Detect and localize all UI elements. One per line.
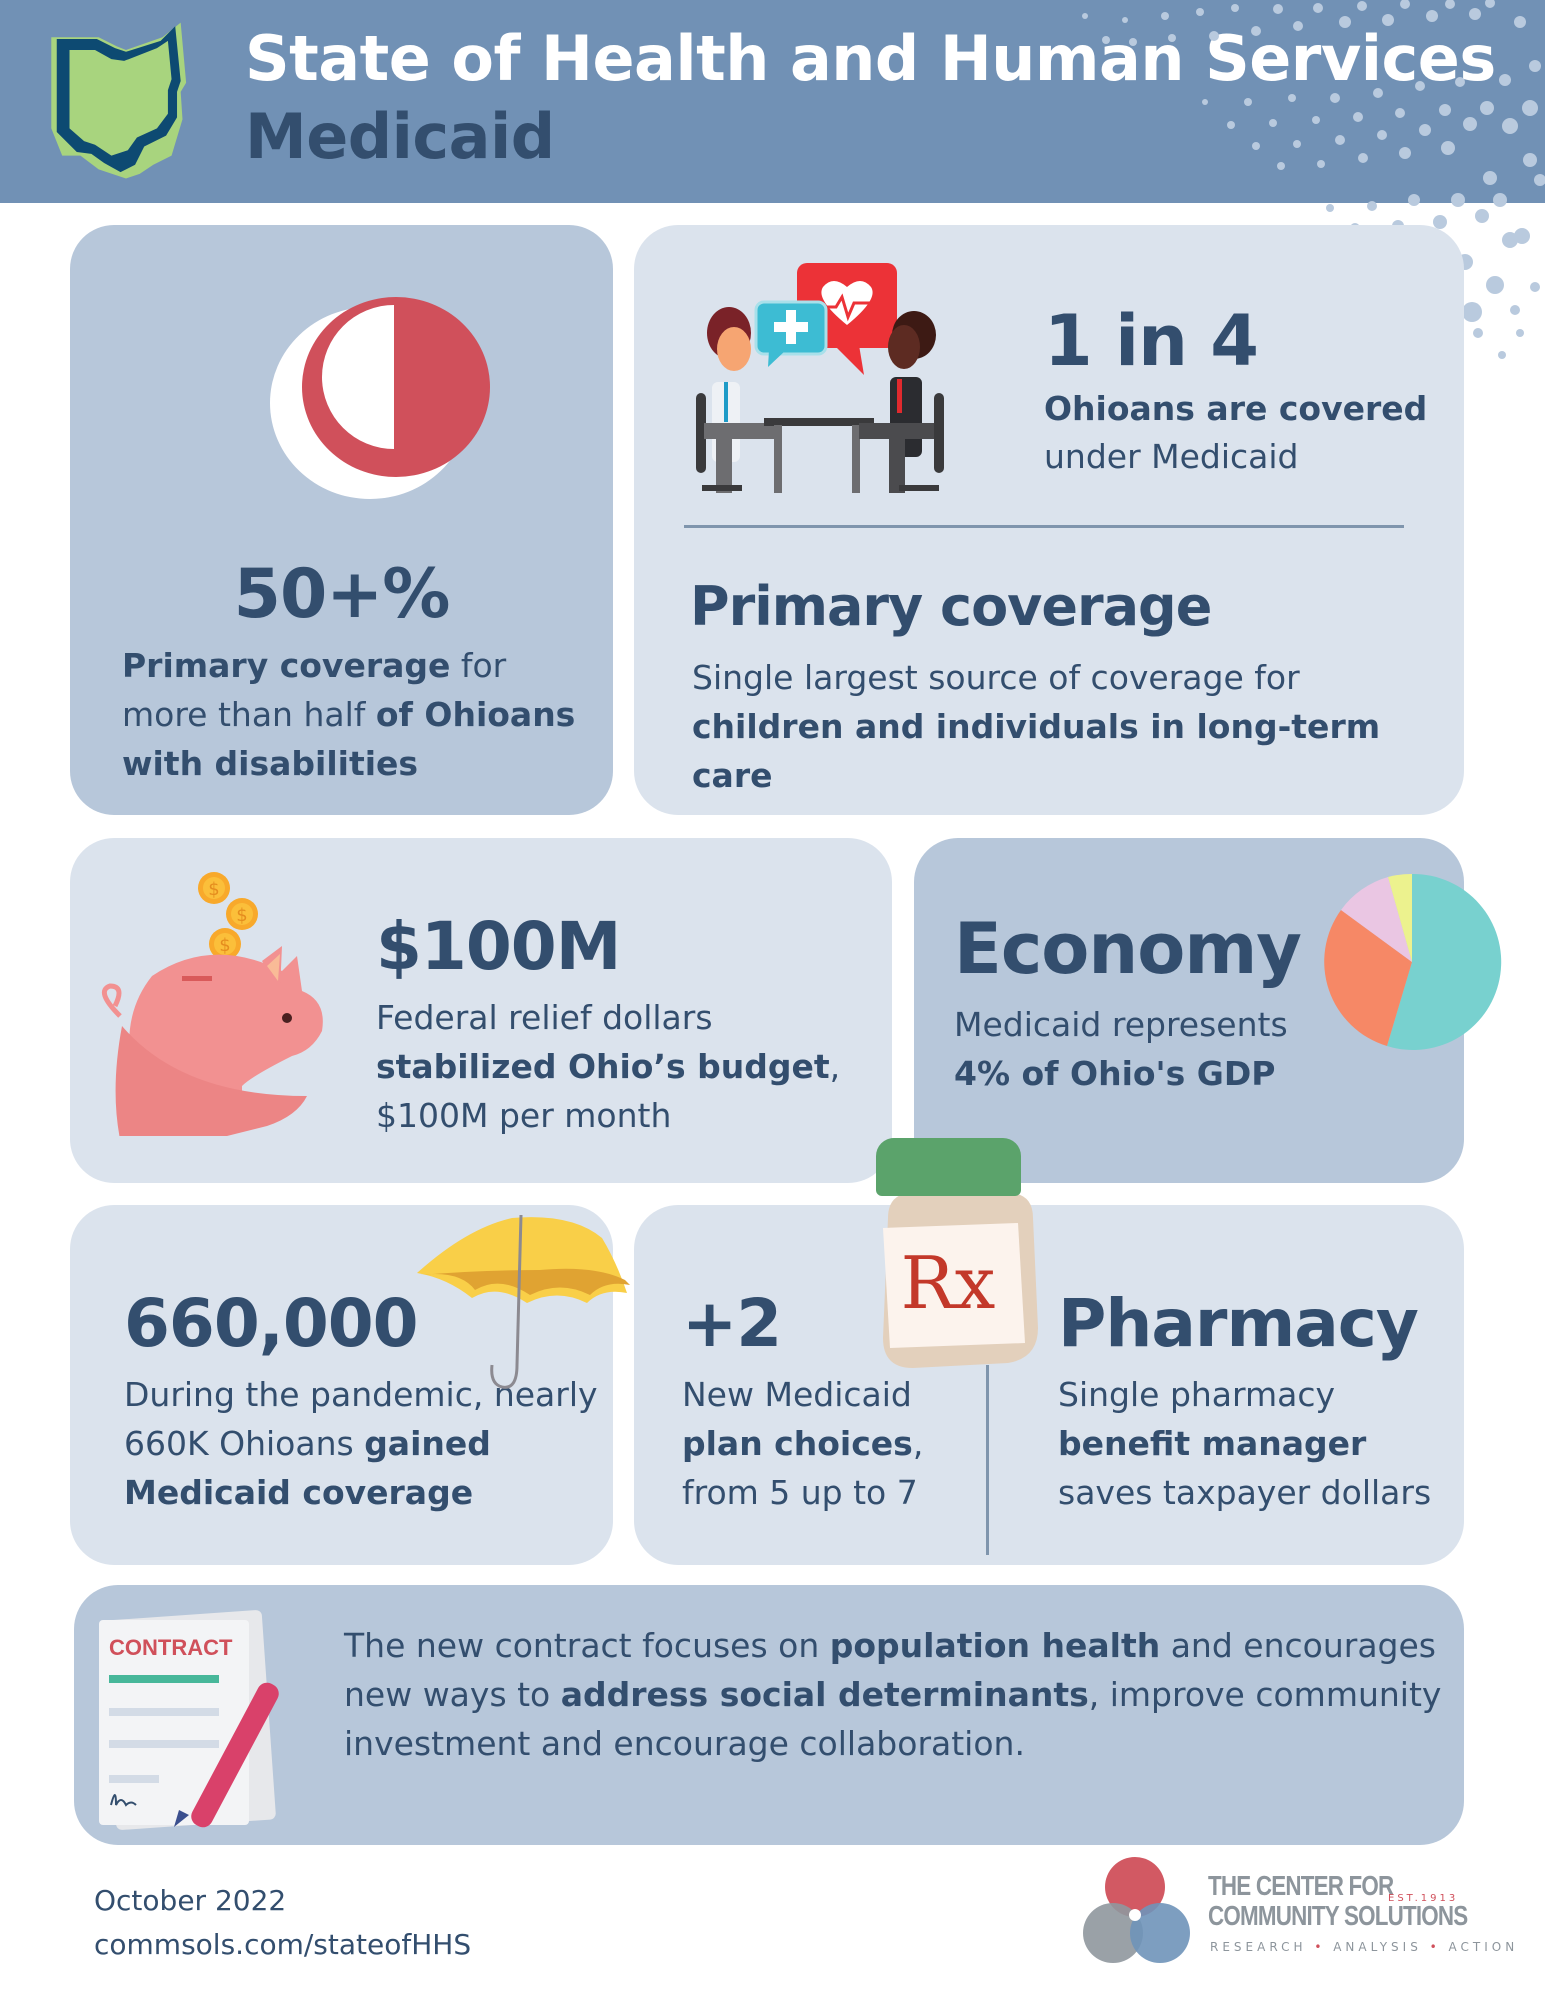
card-heading: Primary coverage	[690, 575, 1212, 638]
stat-value: 660,000	[124, 1285, 419, 1362]
contract-document-icon: CONTRACT	[99, 1610, 279, 1830]
card-heading: Economy	[954, 908, 1302, 990]
half-circle-icon	[270, 297, 490, 499]
svg-text:$: $	[236, 905, 247, 926]
divider	[986, 1365, 989, 1555]
stat-description: Federal relief dollars stabilized Ohio’s…	[376, 998, 841, 1135]
divider	[684, 525, 1404, 528]
stat-value: 1 in 4	[1044, 300, 1259, 382]
primary-coverage-card: 1 in 4 Ohioans are covered under Medicaid…	[634, 225, 1464, 815]
federal-relief-card: $ $ $ $100M Federal relief dollars stabi…	[70, 838, 892, 1183]
svg-text:Rx: Rx	[901, 1241, 996, 1325]
plans-pharmacy-card: +2 New Medicaid plan choices, from 5 up …	[634, 1205, 1464, 1565]
stat-value: 50+%	[233, 555, 451, 634]
org-established: EST.1913	[1388, 1893, 1459, 1904]
contract-description: The new contract focuses on population h…	[344, 1626, 1442, 1763]
svg-text:$: $	[219, 935, 230, 956]
card-description: Medicaid represents 4% of Ohio's GDP	[954, 1005, 1288, 1093]
org-name-line1: THE CENTER FOR	[1208, 1870, 1394, 1901]
doctor-patient-meeting-icon	[696, 263, 944, 493]
card-heading: Pharmacy	[1058, 1285, 1419, 1362]
org-name-line2: COMMUNITY SOLUTIONS	[1208, 1900, 1468, 1931]
svg-text:CONTRACT: CONTRACT	[109, 1635, 233, 1660]
ohio-state-outline-icon	[51, 22, 187, 179]
contract-card: CONTRACT The new contract focuses on pop…	[74, 1585, 1464, 1845]
card-description: Single pharmacy benefit manager saves ta…	[1058, 1375, 1432, 1512]
svg-text:$: $	[208, 879, 219, 900]
disabilities-coverage-card: 50+% Primary coverage for more than half…	[70, 225, 613, 815]
org-tagline: RESEARCH • ANALYSIS • ACTION	[1210, 1940, 1519, 1954]
header-banner: State of Health and Human Services Medic…	[0, 0, 1545, 203]
piggy-bank-icon: $ $ $	[101, 872, 323, 1136]
publication-date: October 2022	[94, 1884, 287, 1917]
economy-card: Economy Medicaid represents 4% of Ohio's …	[914, 838, 1464, 1183]
org-venn-logo-icon	[1083, 1857, 1190, 1963]
stat-description: During the pandemic, nearly 660K Ohioans…	[124, 1375, 598, 1512]
rx-bottle-icon: Rx	[876, 1138, 1038, 1368]
stat-description: New Medicaid plan choices, from 5 up to …	[682, 1375, 924, 1512]
stat-description: Ohioans are covered under Medicaid	[1044, 389, 1428, 476]
stat-value: +2	[682, 1285, 782, 1362]
page-title: State of Health and Human Services	[245, 22, 1496, 95]
pandemic-enrollment-card: 660,000 During the pandemic, nearly 660K…	[70, 1205, 613, 1565]
page-subtitle: Medicaid	[245, 100, 555, 173]
website-link[interactable]: commsols.com/stateofHHS	[94, 1928, 472, 1961]
card-description: Single largest source of coverage for ch…	[692, 658, 1381, 795]
stat-description: Primary coverage for more than half of O…	[122, 646, 576, 783]
pie-chart-icon	[1324, 873, 1502, 1050]
stat-value: $100M	[376, 908, 621, 985]
umbrella-icon	[417, 1215, 630, 1389]
